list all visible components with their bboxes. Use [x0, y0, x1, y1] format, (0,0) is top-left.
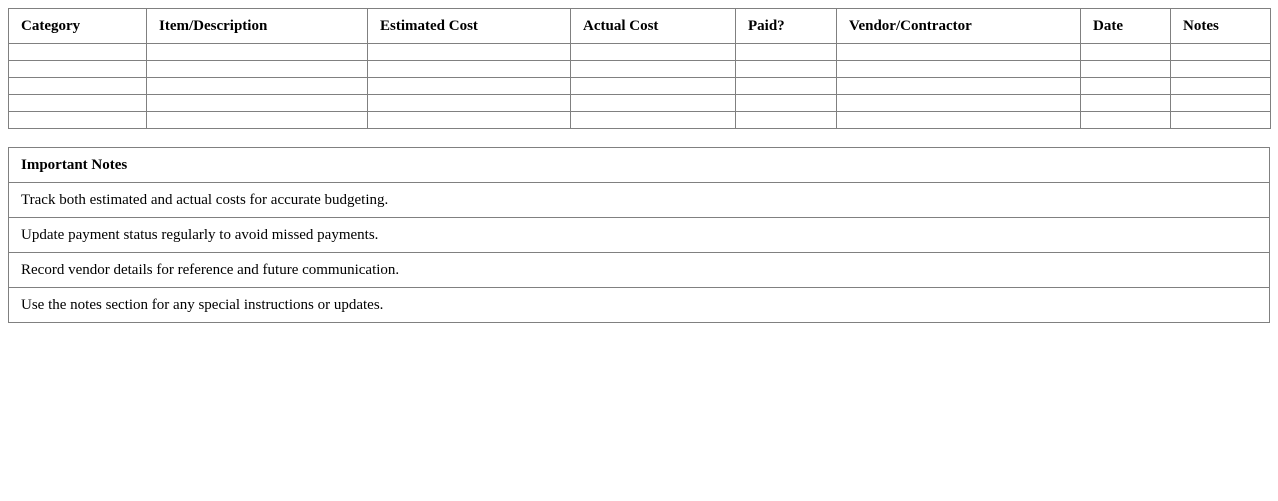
table-cell[interactable] — [836, 43, 1081, 61]
table-cell[interactable] — [1080, 60, 1171, 78]
note-item: Update payment status regularly to avoid… — [8, 217, 1270, 253]
table-cell[interactable] — [146, 111, 368, 129]
table-row — [8, 77, 1271, 95]
table-cell[interactable] — [735, 94, 837, 112]
table-cell[interactable] — [8, 94, 147, 112]
table-cell[interactable] — [1080, 94, 1171, 112]
budget-table: Category Item/Description Estimated Cost… — [8, 8, 1271, 129]
table-cell[interactable] — [836, 111, 1081, 129]
header-category: Category — [8, 8, 147, 44]
table-cell[interactable] — [836, 94, 1081, 112]
table-cell[interactable] — [836, 60, 1081, 78]
table-cell[interactable] — [146, 94, 368, 112]
table-cell[interactable] — [1080, 77, 1171, 95]
table-cell[interactable] — [8, 77, 147, 95]
table-cell[interactable] — [1080, 111, 1171, 129]
table-cell[interactable] — [146, 77, 368, 95]
table-cell[interactable] — [1080, 43, 1171, 61]
table-cell[interactable] — [367, 43, 571, 61]
header-date: Date — [1080, 8, 1171, 44]
table-cell[interactable] — [735, 77, 837, 95]
note-item: Track both estimated and actual costs fo… — [8, 182, 1270, 218]
table-row — [8, 43, 1271, 61]
table-cell[interactable] — [8, 111, 147, 129]
table-cell[interactable] — [735, 43, 837, 61]
table-cell[interactable] — [1170, 77, 1271, 95]
header-paid: Paid? — [735, 8, 837, 44]
table-cell[interactable] — [146, 43, 368, 61]
header-notes: Notes — [1170, 8, 1271, 44]
table-cell[interactable] — [570, 60, 736, 78]
header-actual-cost: Actual Cost — [570, 8, 736, 44]
table-cell[interactable] — [735, 111, 837, 129]
header-vendor: Vendor/Contractor — [836, 8, 1081, 44]
table-cell[interactable] — [1170, 43, 1271, 61]
table-cell[interactable] — [1170, 94, 1271, 112]
header-item: Item/Description — [146, 8, 368, 44]
table-cell[interactable] — [367, 94, 571, 112]
important-notes-table: Important Notes Track both estimated and… — [8, 147, 1270, 323]
table-cell[interactable] — [735, 60, 837, 78]
table-cell[interactable] — [570, 111, 736, 129]
table-cell[interactable] — [1170, 111, 1271, 129]
note-item: Record vendor details for reference and … — [8, 252, 1270, 288]
note-item: Use the notes section for any special in… — [8, 287, 1270, 323]
table-cell[interactable] — [1170, 60, 1271, 78]
table-cell[interactable] — [570, 94, 736, 112]
header-row: Category Item/Description Estimated Cost… — [8, 8, 1271, 44]
table-cell[interactable] — [367, 60, 571, 78]
table-cell[interactable] — [836, 77, 1081, 95]
header-estimated-cost: Estimated Cost — [367, 8, 571, 44]
table-cell[interactable] — [367, 111, 571, 129]
table-cell[interactable] — [146, 60, 368, 78]
table-cell[interactable] — [570, 43, 736, 61]
table-cell[interactable] — [367, 77, 571, 95]
table-cell[interactable] — [570, 77, 736, 95]
table-cell[interactable] — [8, 60, 147, 78]
table-cell[interactable] — [8, 43, 147, 61]
table-row — [8, 111, 1271, 129]
table-row — [8, 94, 1271, 112]
table-row — [8, 60, 1271, 78]
notes-title: Important Notes — [8, 147, 1270, 183]
